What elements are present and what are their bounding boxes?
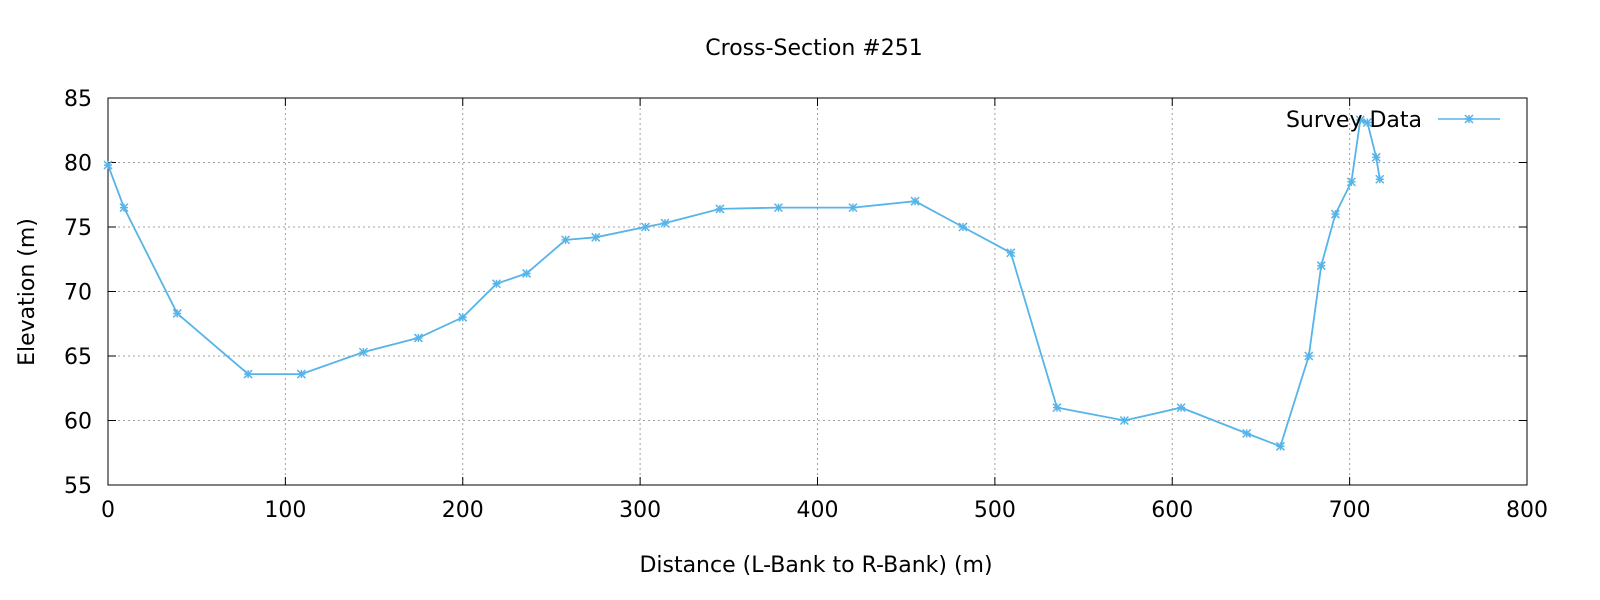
- y-tick-label: 80: [64, 152, 92, 177]
- data-point: [1304, 351, 1314, 361]
- chart-title: Cross-Section #251: [705, 36, 922, 61]
- data-point: [1330, 209, 1340, 219]
- data-point: [1316, 261, 1326, 271]
- data-point: [1119, 415, 1129, 426]
- data-point: [561, 235, 571, 245]
- y-tick-label: 65: [64, 345, 92, 370]
- data-point: [1375, 174, 1385, 184]
- data-point: [1362, 117, 1372, 128]
- x-tick-label: 600: [1151, 498, 1193, 523]
- data-point: [1242, 428, 1252, 438]
- data-point: [296, 369, 306, 379]
- data-point: [591, 232, 601, 242]
- data-point: [119, 203, 129, 213]
- legend-marker-glyph: [1464, 114, 1474, 124]
- data-point: [358, 347, 368, 357]
- data-point: [1355, 115, 1365, 125]
- data-point: [910, 196, 920, 206]
- data-point: [660, 218, 670, 228]
- y-tick-label: 60: [64, 410, 92, 435]
- x-tick-label: 700: [1329, 498, 1371, 523]
- data-point: [1006, 248, 1016, 258]
- x-tick-label: 500: [974, 498, 1016, 523]
- x-tick-label: 200: [442, 498, 484, 523]
- data-point: [103, 160, 113, 170]
- x-tick-label: 800: [1506, 498, 1548, 523]
- legend-label: Survey Data: [1286, 108, 1422, 133]
- x-tick-label: 100: [264, 498, 306, 523]
- x-tick-label: 0: [101, 498, 115, 523]
- grid-layer: [108, 98, 1527, 485]
- y-tick-label: 85: [64, 87, 92, 112]
- x-tick-label: 300: [619, 498, 661, 523]
- y-axis-label: Elevation (m): [15, 218, 40, 366]
- data-point: [715, 204, 725, 214]
- x-tick-label: 400: [797, 498, 839, 523]
- data-point: [773, 203, 784, 213]
- data-point: [172, 308, 182, 318]
- data-point: [491, 279, 501, 289]
- data-point: [848, 203, 858, 213]
- tick-layer: 0 100 200 300 400 500 600 700 800 55 60 65 70 75 80 85: [64, 87, 1548, 523]
- y-tick-label: 55: [64, 474, 92, 499]
- data-point: [243, 369, 253, 379]
- data-point: [1346, 177, 1356, 187]
- legend: Survey Data: [1286, 108, 1500, 133]
- data-point: [1176, 403, 1186, 413]
- data-point: [1052, 403, 1062, 413]
- series-layer: [103, 115, 1385, 451]
- data-point: [413, 333, 423, 343]
- y-tick-label: 70: [64, 281, 92, 306]
- data-point: [1371, 152, 1381, 162]
- x-axis-label: Distance (L-Bank to R-Bank) (m): [639, 553, 992, 578]
- data-point: [640, 222, 650, 232]
- data-point: [522, 268, 532, 278]
- y-tick-label: 75: [64, 216, 92, 241]
- legend-marker: [1464, 114, 1474, 124]
- data-point: [458, 312, 468, 322]
- series-line: [107, 118, 1381, 448]
- data-point: [958, 222, 968, 232]
- data-point: [1275, 441, 1285, 451]
